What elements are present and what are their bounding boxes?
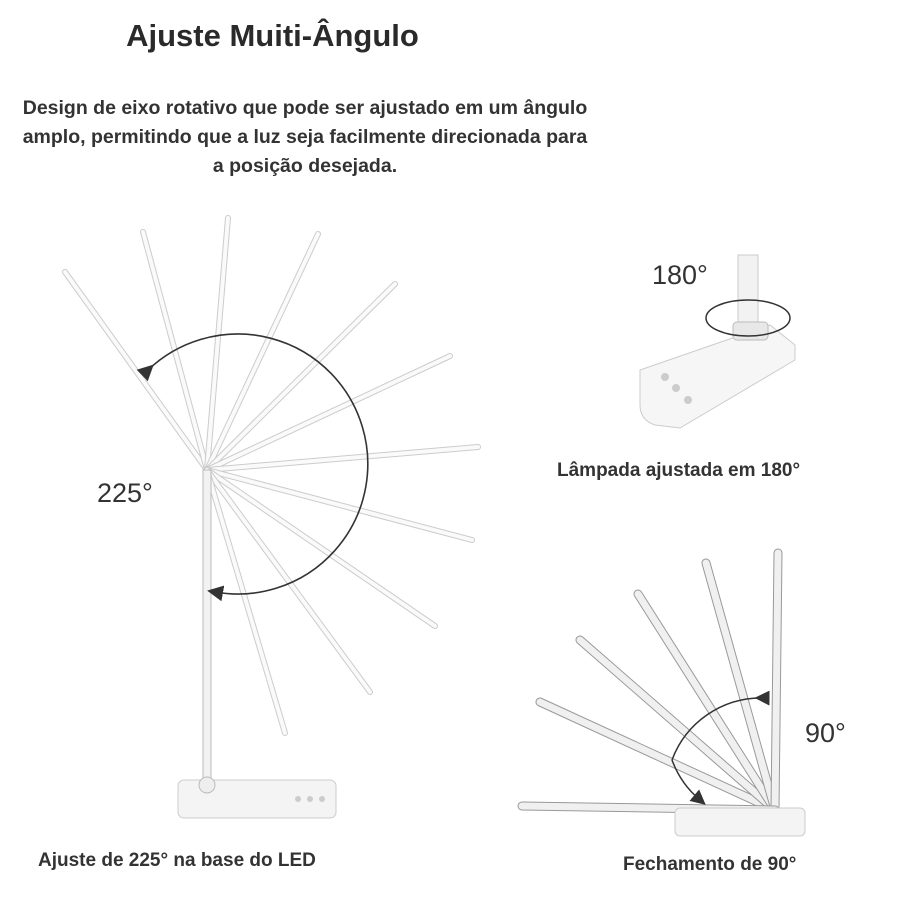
top-right-caption: Lâmpada ajustada em 180°	[557, 460, 801, 481]
bottom-right-caption: Fechamento de 90°	[623, 854, 797, 875]
lamp-arm	[702, 559, 779, 814]
lamp-arm	[634, 590, 779, 814]
lamp-arm	[771, 549, 782, 814]
rotation-arc-90	[671, 690, 770, 761]
lamp-arm	[205, 232, 320, 472]
lamp-arm	[205, 468, 287, 735]
lamp-arm	[576, 636, 779, 814]
left-lamp-pole	[202, 469, 212, 783]
left-lamp-base	[177, 779, 337, 819]
lamp-arm	[205, 445, 480, 472]
lamp-arm	[205, 354, 452, 472]
rotation-arc-180	[705, 299, 791, 337]
rotation-arc-225	[136, 333, 369, 602]
bottom-right-lamp	[517, 548, 783, 815]
left-caption: Ajuste de 225° na base do LED	[38, 850, 316, 871]
lamp-arm	[205, 468, 474, 542]
top-right-lamp	[639, 254, 796, 429]
page-title: Ajuste Muiti-Ângulo	[126, 18, 419, 53]
angle-225-label: 225°	[97, 478, 153, 508]
lamp-arm	[205, 282, 397, 472]
angle-90-label: 90°	[805, 718, 846, 748]
lamp-arm	[63, 270, 209, 472]
angle-180-label: 180°	[652, 260, 708, 290]
lamp-arm	[205, 468, 372, 694]
lamp-arm	[205, 468, 437, 628]
description: Design de eixo rotativo que pode ser aju…	[22, 97, 588, 177]
left-lamp-fan	[62, 215, 481, 736]
lamp-arm	[536, 698, 779, 814]
